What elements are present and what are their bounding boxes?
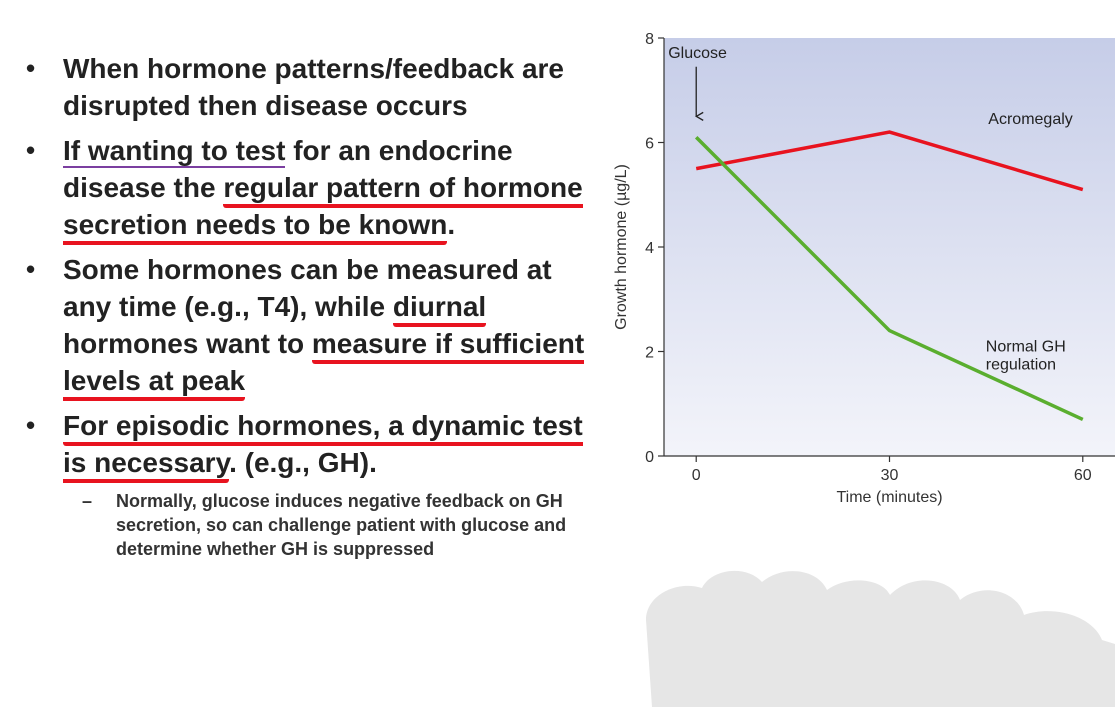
bullet-3: • Some hormones can be measured at any ti… xyxy=(24,251,604,401)
sub-bullet: – Normally, glucose induces negative feed… xyxy=(24,489,604,561)
series-layer xyxy=(694,130,1084,422)
bullet-dot: • xyxy=(26,254,36,284)
annotation-glucose: Glucose xyxy=(668,45,727,62)
bullet-list: • When hormone patterns/feedback are disr… xyxy=(24,50,604,561)
series-line-acromegaly xyxy=(695,130,1084,192)
series-label-normal-gh: regulation xyxy=(986,357,1056,374)
bullet-3-seg-2: diurnal xyxy=(392,291,487,327)
y-axis-label: Growth hormone (µg/L) xyxy=(613,164,630,330)
plot-area xyxy=(664,38,1115,456)
x-tick-label: 60 xyxy=(1074,467,1092,484)
bullet-1: • When hormone patterns/feedback are disr… xyxy=(24,50,604,124)
bullet-4: • For episodic hormones, a dynamic test i… xyxy=(24,407,604,483)
x-axis-label: Time (minutes) xyxy=(836,489,942,506)
x-tick-label: 30 xyxy=(881,467,899,484)
bullet-3-seg-1: Some hormones can be measured at any tim… xyxy=(63,254,552,322)
bullet-dot: • xyxy=(26,135,36,165)
bullet-2-seg-1: If wanting to test xyxy=(63,135,286,168)
axes: 0 2 4 6 8 0 30 60 Time (minutes) Growth hormone (… xyxy=(613,31,1115,506)
series-line-normal-gh xyxy=(694,136,1084,422)
bullet-dot: • xyxy=(26,410,36,440)
chart: 0 2 4 6 8 0 30 60 Time (minutes) Growth hormone (… xyxy=(600,24,1115,524)
y-tick-label: 4 xyxy=(645,240,654,257)
bullet-3-seg-4: measure if sufficient levels at peak xyxy=(63,328,585,401)
bullet-4-seg-2: . (e.g., GH). xyxy=(229,447,377,478)
x-tick-label: 0 xyxy=(692,467,701,484)
chart-svg: 0 2 4 6 8 0 30 60 Time (minutes) Growth hormone (… xyxy=(613,31,1115,506)
bullet-dot: • xyxy=(26,53,36,83)
bullet-2-seg-4: . xyxy=(447,209,456,240)
series-label-acromegaly: Acromegaly xyxy=(988,111,1072,128)
bullet-2-seg-3: regular pattern of hormone secretion nee… xyxy=(63,172,583,245)
bullet-1-text: When hormone patterns/feedback are disru… xyxy=(63,53,565,121)
bullet-4-seg-1: For episodic hormones, a dynamic test is… xyxy=(63,410,583,483)
y-tick-label: 8 xyxy=(645,31,654,48)
bullet-2: • If wanting to test for an endocrine dis… xyxy=(24,132,604,245)
bullet-2-seg-2: for an endocrine disease the xyxy=(63,135,513,203)
y-tick-label: 2 xyxy=(645,345,654,362)
sub-bullet-text: Normally, glucose induces negative feedb… xyxy=(116,491,567,559)
cloud-shape xyxy=(646,570,1115,707)
y-tick-label: 0 xyxy=(645,449,654,466)
sub-bullet-dash: – xyxy=(82,491,93,511)
cloud-fill xyxy=(646,570,1115,707)
y-tick-label: 6 xyxy=(645,136,654,153)
series-label-normal-gh: Normal GH xyxy=(986,339,1066,356)
bullet-3-seg-3: hormones want to xyxy=(63,328,312,359)
